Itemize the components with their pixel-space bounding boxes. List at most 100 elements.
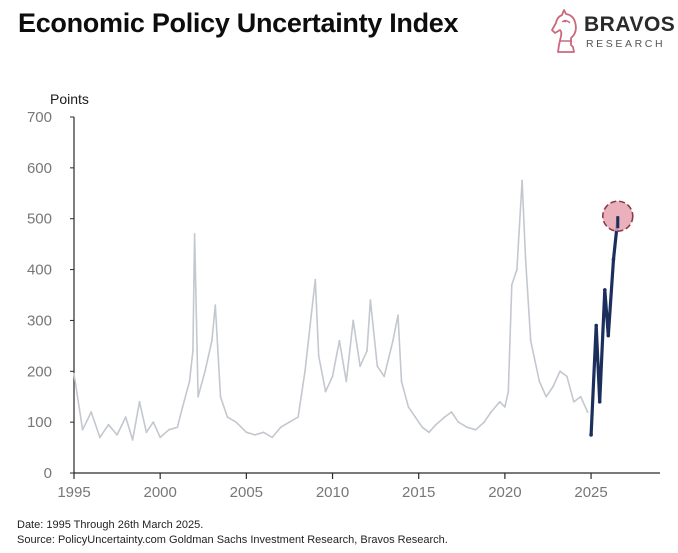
data-point: [421, 426, 424, 429]
data-point: [254, 433, 256, 436]
data-point: [369, 299, 372, 301]
data-point: [376, 365, 379, 368]
x-tick-label: 2025: [574, 484, 607, 501]
uncertainty-index-chart: Points 0 100 200 300 400 500 600 700 1995 2000 20…: [27, 91, 660, 501]
data-point: [606, 333, 611, 338]
data-point: [219, 395, 222, 398]
data-point: [181, 405, 184, 408]
data-point: [98, 436, 101, 439]
data-point: [383, 375, 386, 378]
data-point: [397, 314, 399, 317]
data-point: [131, 439, 134, 441]
page-title: Economic Policy Uncertainty Index: [18, 8, 459, 38]
y-axis-label: Points: [50, 91, 89, 107]
data-point: [317, 355, 320, 357]
series-line-history: [73, 179, 589, 441]
data-point: [271, 436, 274, 439]
data-point: [235, 421, 237, 424]
data-point: [510, 283, 513, 286]
data-point: [288, 421, 291, 424]
x-tick-label: 2000: [143, 484, 176, 501]
data-point: [314, 278, 317, 281]
data-point: [400, 380, 403, 383]
data-point: [498, 400, 501, 403]
data-point: [507, 390, 510, 393]
data-point: [529, 339, 532, 342]
y-tick-label: 300: [27, 312, 52, 329]
data-point: [538, 380, 541, 383]
data-point: [594, 323, 599, 328]
data-point: [197, 395, 199, 398]
data-point: [566, 375, 568, 378]
data-point: [297, 416, 299, 418]
knight-chess-piece-icon: [551, 9, 577, 53]
data-point: [391, 339, 394, 342]
data-point: [443, 416, 446, 418]
y-axis-ticks: 0 100 200 300 400 500 600 700: [27, 109, 74, 482]
data-point: [210, 339, 213, 342]
highlight-group: [601, 200, 634, 232]
data-point: [338, 339, 341, 342]
data-point: [414, 416, 417, 418]
data-point: [572, 400, 575, 403]
data-point: [521, 179, 524, 182]
data-point: [579, 395, 582, 398]
footer-notes: Date: 1995 Through 26th March 2025. Sour…: [17, 518, 448, 548]
x-tick-label: 2015: [402, 484, 435, 501]
data-point: [124, 416, 127, 418]
data-point: [167, 428, 170, 431]
data-point: [192, 350, 194, 352]
data-point: [107, 423, 110, 426]
data-point: [262, 431, 265, 434]
data-point: [490, 411, 492, 413]
data-point: [159, 436, 162, 439]
data-point: [81, 428, 84, 431]
data-point: [193, 233, 196, 235]
data-point: [245, 431, 248, 434]
data-point: [435, 423, 437, 426]
data-point: [214, 304, 217, 307]
data-point: [152, 421, 155, 424]
data-point: [407, 405, 410, 408]
data-point: [474, 428, 477, 431]
data-point: [457, 421, 460, 424]
date-note: Date: 1995 Through 26th March 2025.: [17, 519, 204, 531]
data-point: [483, 421, 486, 424]
data-point: [304, 370, 306, 373]
bravos-research-logo: BRAVOS RESEARCH: [548, 8, 676, 56]
logo-name: BRAVOS: [584, 13, 676, 36]
data-point: [524, 258, 527, 261]
x-tick-label: 2010: [316, 484, 349, 501]
data-point: [366, 350, 368, 352]
data-point: [226, 416, 229, 418]
y-tick-label: 500: [27, 211, 52, 228]
data-point: [188, 380, 191, 383]
data-point: [331, 375, 334, 378]
data-point: [279, 426, 282, 429]
data-point: [345, 380, 348, 383]
data-point: [552, 385, 555, 388]
data-point: [603, 288, 607, 292]
data-point: [503, 405, 506, 408]
data-point: [310, 309, 313, 312]
x-tick-label: 2005: [230, 484, 263, 501]
data-point: [73, 372, 75, 375]
data-point: [545, 395, 548, 398]
data-point: [138, 400, 141, 403]
data-point: [586, 411, 589, 413]
data-point: [466, 426, 468, 429]
source-note: Source: PolicyUncertainty.com Goldman Sa…: [17, 534, 448, 546]
data-point: [324, 390, 327, 393]
data-point: [204, 370, 206, 373]
y-tick-label: 100: [27, 414, 52, 431]
y-tick-label: 400: [27, 262, 52, 279]
data-point: [611, 257, 616, 262]
data-point: [516, 268, 518, 271]
data-point: [589, 433, 593, 437]
series-group: [73, 179, 620, 441]
logo-subtitle: RESEARCH: [586, 38, 666, 50]
data-point: [145, 431, 148, 434]
x-tick-label: 1995: [57, 484, 90, 501]
data-point: [359, 365, 362, 368]
x-axis-ticks: 1995 2000 2005 2010 2015 2020 2025: [57, 473, 608, 501]
